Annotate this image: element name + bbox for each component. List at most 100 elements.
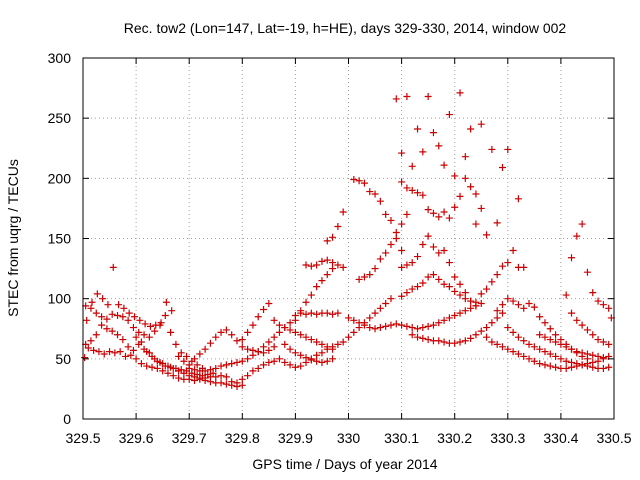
data-point <box>228 381 236 389</box>
data-point <box>498 309 506 317</box>
data-point <box>599 354 607 362</box>
data-point <box>297 351 305 359</box>
data-point <box>525 340 533 348</box>
data-point <box>323 309 331 317</box>
data-point <box>403 322 411 330</box>
data-point <box>504 324 512 332</box>
data-point <box>196 374 204 382</box>
data-point <box>424 336 432 344</box>
data-point <box>530 357 538 365</box>
data-point <box>509 348 517 356</box>
data-point <box>141 320 149 328</box>
data-point <box>172 340 180 348</box>
data-point <box>419 241 427 249</box>
data-point <box>191 373 199 381</box>
data-point <box>238 375 246 383</box>
data-point <box>509 297 517 305</box>
data-point <box>424 273 432 281</box>
data-point <box>92 331 100 339</box>
data-point <box>445 283 453 291</box>
data-point <box>419 279 427 287</box>
data-point <box>345 314 352 322</box>
data-point <box>329 233 337 241</box>
data-point <box>313 310 321 318</box>
data-point <box>440 316 448 324</box>
data-point <box>329 310 337 318</box>
tick-labels: 329.5 329.6 329.7 329.8 329.9 330 330.1 330.2 33… <box>48 50 632 446</box>
data-point <box>568 254 576 262</box>
data-point <box>451 172 459 180</box>
data-point <box>318 358 326 366</box>
data-point <box>414 283 422 291</box>
data-point <box>498 343 506 351</box>
data-point <box>339 338 347 346</box>
data-point <box>536 345 544 353</box>
data-point <box>504 259 512 267</box>
data-point <box>233 337 241 345</box>
data-point <box>175 374 183 382</box>
data-point <box>302 333 310 341</box>
data-point <box>183 352 191 360</box>
data-point <box>360 179 368 187</box>
data-point <box>472 190 480 198</box>
data-point <box>477 204 485 212</box>
data-point <box>360 321 368 329</box>
data-point <box>440 161 448 169</box>
data-point <box>398 149 406 157</box>
data-point <box>180 369 188 377</box>
data-point <box>483 285 491 293</box>
y-tick-label: 250 <box>48 110 72 126</box>
data-point <box>244 328 252 336</box>
data-point <box>568 309 576 317</box>
data-point <box>578 321 586 329</box>
axis-ticks <box>82 57 615 420</box>
data-point <box>392 320 400 328</box>
data-point <box>307 262 315 270</box>
data-point <box>520 304 528 312</box>
data-point <box>366 188 374 196</box>
data-point <box>135 328 143 336</box>
data-point <box>167 328 175 336</box>
data-point <box>552 331 560 339</box>
data-point <box>238 381 246 389</box>
data-point <box>201 345 209 353</box>
data-point <box>398 247 406 255</box>
data-point <box>451 287 459 295</box>
data-point <box>148 352 156 360</box>
data-point <box>350 176 358 184</box>
data-point <box>275 328 283 336</box>
data-point <box>249 321 257 329</box>
data-point <box>196 350 204 358</box>
data-point <box>244 355 252 363</box>
data-point <box>291 328 299 336</box>
data-point <box>419 334 427 342</box>
data-point <box>212 364 220 372</box>
data-point <box>307 291 315 299</box>
data-point <box>238 357 246 365</box>
data-point <box>583 326 591 334</box>
data-point <box>398 263 406 271</box>
data-point <box>536 360 544 368</box>
data-point <box>270 357 278 365</box>
data-point <box>573 348 581 356</box>
data-point <box>435 319 443 327</box>
data-point <box>323 343 331 351</box>
data-point <box>398 321 406 329</box>
data-point <box>573 316 581 324</box>
data-point <box>594 297 602 305</box>
data-point <box>483 333 491 341</box>
data-point <box>286 326 294 334</box>
data-point <box>403 289 411 297</box>
data-point <box>562 343 570 351</box>
data-point <box>201 367 209 375</box>
x-tick-label: 330.3 <box>490 430 525 446</box>
data-point <box>509 247 517 255</box>
data-point <box>435 213 443 221</box>
data-point <box>392 235 400 242</box>
data-point <box>103 325 111 333</box>
data-point <box>414 253 422 261</box>
data-point <box>514 350 522 358</box>
data-point <box>435 275 443 283</box>
data-point <box>355 177 363 185</box>
data-point <box>429 321 437 329</box>
